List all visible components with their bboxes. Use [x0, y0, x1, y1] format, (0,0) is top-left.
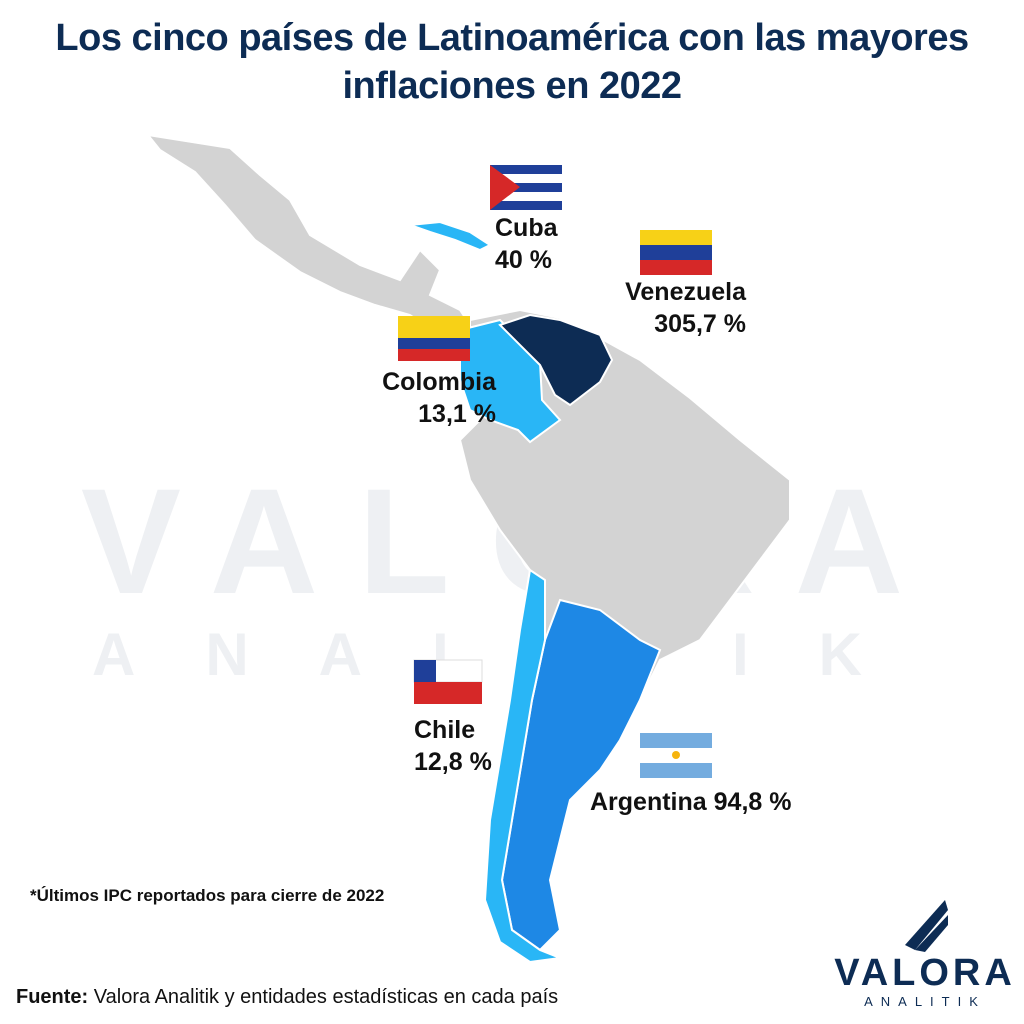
- country-argentina: Argentina 94,8 %: [590, 786, 791, 818]
- country-value: 305,7 %: [654, 310, 746, 338]
- country-value: 12,8 %: [414, 748, 492, 776]
- country-name: Cuba: [495, 214, 558, 242]
- chile: [483, 568, 564, 964]
- country-colombia: Colombia 13,1 %: [370, 366, 496, 430]
- logo-brand: VALORA: [834, 952, 1016, 994]
- mexico-central-america: [145, 133, 472, 337]
- country-value: 40 %: [495, 246, 552, 274]
- country-name: Venezuela: [625, 278, 746, 306]
- source-text: Valora Analitik y entidades estadísticas…: [93, 986, 559, 1008]
- flag-chile: [413, 659, 483, 704]
- title: Los cinco países de Latinoamérica con la…: [55, 17, 969, 107]
- logo-mark: [905, 900, 948, 952]
- flag-colombia: [398, 316, 470, 361]
- countries: [145, 133, 791, 964]
- logo-sub: ANALITIK: [864, 994, 986, 1009]
- source: Fuente: Valora Analitik y entidades esta…: [16, 986, 558, 1009]
- flag-venezuela: [640, 230, 712, 275]
- country-venezuela: Venezuela 305,7 %: [606, 276, 746, 340]
- footnote: *Últimos IPC reportados para cierre de 2…: [30, 886, 385, 905]
- flag-cuba: [490, 165, 562, 210]
- country-cuba: Cuba 40 %: [495, 212, 558, 276]
- country-name: Argentina: [590, 788, 707, 816]
- country-name: Chile: [414, 716, 476, 744]
- country-value: 13,1 %: [418, 400, 496, 428]
- flag-argentina: [640, 733, 712, 778]
- venezuela: [498, 313, 614, 407]
- country-name: Colombia: [382, 368, 496, 396]
- country-chile: Chile 12,8 %: [414, 714, 492, 778]
- cuba: [409, 220, 493, 252]
- country-value: 94,8 %: [713, 788, 792, 816]
- source-label: Fuente:: [16, 986, 89, 1008]
